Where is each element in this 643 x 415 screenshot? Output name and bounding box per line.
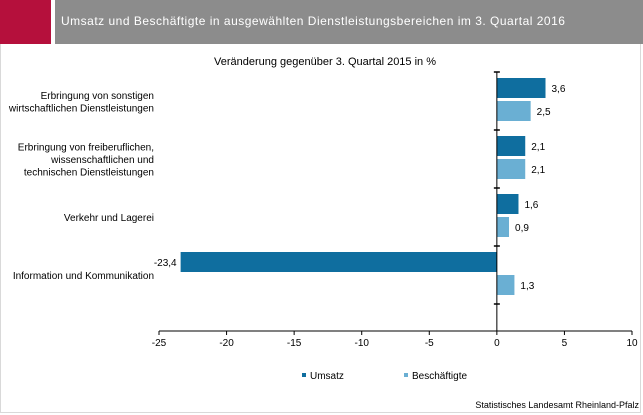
chart-subtitle: Veränderung gegenüber 3. Quartal 2015 in… xyxy=(214,56,436,68)
x-tick-label: -25 xyxy=(152,338,167,349)
category-label: Erbringung von sonstigen xyxy=(41,91,154,102)
bar-beschaeftigte-1 xyxy=(496,159,526,179)
legend-swatch-umsatz xyxy=(302,373,306,377)
bar-umsatz-0 xyxy=(496,78,546,98)
category-label: wissenschaftlichen und xyxy=(50,155,154,166)
legend-label: Beschäftigte xyxy=(412,371,467,382)
bar-umsatz-2 xyxy=(496,194,519,214)
bar-umsatz-3 xyxy=(180,252,497,272)
x-tick-label: -20 xyxy=(219,338,234,349)
data-label: 2,1 xyxy=(531,165,545,176)
chart-area: Veränderung gegenüber 3. Quartal 2015 in… xyxy=(8,56,640,410)
x-tick-label: -15 xyxy=(287,338,302,349)
x-tick-label: 10 xyxy=(626,338,638,349)
bar-beschaeftigte-0 xyxy=(496,101,531,121)
chart-frame: Veränderung gegenüber 3. Quartal 2015 in… xyxy=(0,44,641,413)
data-label: 1,6 xyxy=(524,200,538,211)
category-label: Information und Kommunikation xyxy=(13,271,154,282)
header-bar: Umsatz und Beschäftigte in ausgewählten … xyxy=(0,0,643,44)
category-label: wirtschaftlichen Dienstleistungen xyxy=(8,103,154,114)
category-label: Erbringung von freiberuflichen, xyxy=(18,143,154,154)
legend-swatch-beschaeftigte xyxy=(404,373,408,377)
data-label: 2,1 xyxy=(531,142,545,153)
x-tick-label: 0 xyxy=(494,338,500,349)
bar-beschaeftigte-2 xyxy=(496,217,510,237)
data-label: 0,9 xyxy=(515,223,529,234)
data-label: -23,4 xyxy=(154,258,177,269)
header-gap xyxy=(51,0,55,44)
bar-beschaeftigte-3 xyxy=(496,275,515,295)
x-tick-label: -5 xyxy=(425,338,434,349)
x-tick-label: 5 xyxy=(562,338,568,349)
bar-umsatz-1 xyxy=(496,136,526,156)
source-note: Statistisches Landesamt Rheinland-Pfalz xyxy=(475,400,639,410)
legend-label: Umsatz xyxy=(310,371,344,382)
x-tick-label: -10 xyxy=(354,338,369,349)
data-label: 3,6 xyxy=(552,84,566,95)
data-label: 1,3 xyxy=(520,281,534,292)
category-label: technischen Dienstleistungen xyxy=(24,168,154,179)
category-label: Verkehr und Lagerei xyxy=(64,213,154,224)
data-label: 2,5 xyxy=(537,107,551,118)
chart-title: Umsatz und Beschäftigte in ausgewählten … xyxy=(61,14,566,28)
header-accent xyxy=(0,0,51,44)
